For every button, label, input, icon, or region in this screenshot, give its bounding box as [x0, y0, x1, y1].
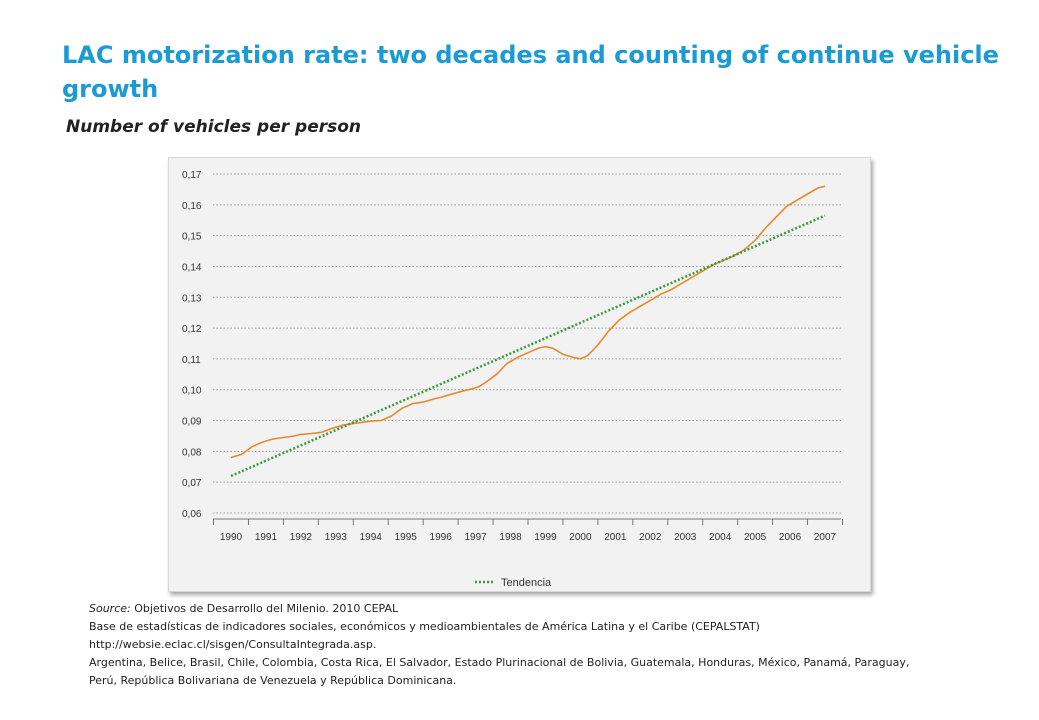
- y-tick-label: 0,10: [182, 386, 202, 397]
- source-line-4: Argentina, Belice, Brasil, Chile, Colomb…: [89, 656, 910, 669]
- slide-title: LAC motorization rate: two decades and c…: [62, 41, 999, 103]
- legend-label-tendencia: Tendencia: [501, 577, 552, 589]
- y-tick-label: 0,11: [182, 355, 201, 366]
- line-chart: 0,06 0,07 0,08 0,09 0,10 0,11 0,12 0,13 0,14 0,15…: [182, 170, 843, 589]
- y-tick-label: 0,07: [182, 478, 202, 489]
- y-tick-label: 0,13: [182, 293, 202, 304]
- source-text: Objetivos de Desarrollo del Milenio. 201…: [134, 602, 399, 615]
- y-tick-label: 0,08: [182, 447, 202, 458]
- y-tick-label: 0,09: [182, 417, 202, 428]
- x-tick-label: 2006: [779, 532, 802, 543]
- y-tick-label: 0,16: [182, 201, 202, 212]
- x-tick-label: 2003: [674, 532, 697, 543]
- x-tick-label: 1998: [499, 532, 522, 543]
- x-tick-label: 1992: [290, 532, 313, 543]
- y-tick-label: 0,15: [182, 232, 202, 243]
- source-line-3: http://websie.eclac.cl/sisgen/ConsultaIn…: [89, 638, 377, 651]
- legend: Tendencia: [475, 577, 552, 589]
- x-tick-label: 1994: [360, 532, 383, 543]
- x-tick-label: 1993: [325, 532, 348, 543]
- x-tick-label: 2007: [814, 532, 837, 543]
- x-tick-label: 2000: [569, 532, 592, 543]
- chart-subtitle: Number of vehicles per person: [66, 117, 362, 137]
- x-tick-label: 1990: [220, 532, 243, 543]
- chart-panel: 0,06 0,07 0,08 0,09 0,10 0,11 0,12 0,13 0,14 0,15…: [168, 157, 871, 592]
- x-tick-label: 2001: [604, 532, 627, 543]
- series-line-tendencia: [230, 214, 826, 478]
- x-tick-label: 1999: [534, 532, 557, 543]
- source-line-5: Perú, República Bolivariana de Venezuela…: [89, 674, 457, 687]
- x-tick-label: 2004: [709, 532, 732, 543]
- grid-lines: [213, 173, 841, 514]
- x-tick-label: 2005: [744, 532, 767, 543]
- source-line-1: Source: Objetivos de Desarrollo del Mile…: [89, 600, 1019, 618]
- x-tick-label: 1996: [430, 532, 453, 543]
- y-tick-label: 0,06: [182, 509, 202, 520]
- source-label: Source:: [89, 602, 131, 615]
- y-tick-label: 0,12: [182, 324, 202, 335]
- x-tick-label: 1991: [255, 532, 278, 543]
- y-tick-label: 0,14: [182, 262, 202, 273]
- source-line-2: Base de estadísticas de indicadores soci…: [89, 620, 760, 633]
- x-tick-label: 2002: [639, 532, 662, 543]
- series-layer: [230, 185, 826, 478]
- x-tick-label: 1995: [395, 532, 418, 543]
- series-line-vehicles-per-person: [230, 185, 826, 459]
- source-notes: Source: Objetivos de Desarrollo del Mile…: [89, 600, 1019, 690]
- y-axis-ticks: 0,06 0,07 0,08 0,09 0,10 0,11 0,12 0,13 0,14 0,15…: [182, 170, 202, 520]
- y-tick-label: 0,17: [182, 170, 202, 181]
- x-tick-label: 1997: [464, 532, 487, 543]
- x-axis: 1990 1991 1992 1993 1994 1995 1996 1997 1998 1999…: [213, 518, 843, 543]
